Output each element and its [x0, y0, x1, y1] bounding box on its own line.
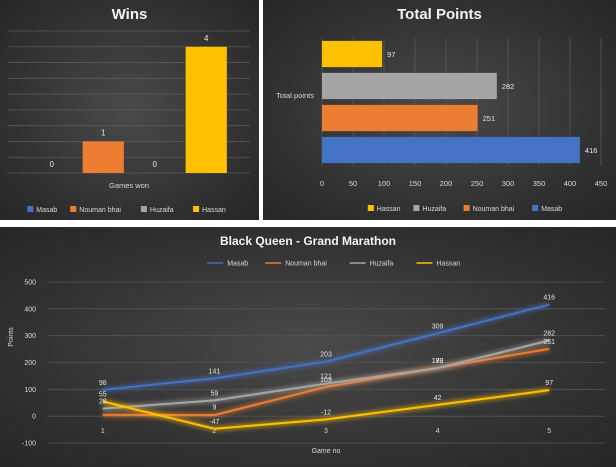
marathon-legend-label-masab: Masab	[227, 261, 248, 268]
total-points-chart-title: Total Points	[397, 6, 482, 23]
wins-bar-nouman-bhai	[82, 141, 124, 173]
marathon-x-tick-label: 2	[212, 428, 216, 435]
points-bar-masab	[322, 136, 580, 164]
marathon-legend-label-hassan: Hassan	[436, 261, 460, 268]
points-bar-nouman-bhai	[322, 104, 478, 132]
points-legend-label-masab: Masab	[541, 206, 562, 213]
wins-data-label-huzaifa: 0	[153, 160, 158, 169]
wins-legend-label-masab: Masab	[36, 207, 57, 214]
marathon-y-tick-label: 400	[24, 306, 36, 313]
marathon-line-nouman-bhai	[102, 347, 550, 417]
marathon-data-label-masab: 203	[320, 352, 332, 359]
points-legend-swatch-masab	[532, 205, 539, 211]
points-legend-label-huzaifa: Huzaifa	[422, 206, 446, 213]
marathon-data-label-masab: 416	[543, 295, 555, 302]
points-x-tick-label: 450	[595, 179, 608, 188]
marathon-line-masab	[102, 303, 550, 391]
wins-legend-label-nouman-bhai: Nouman bhai	[79, 207, 121, 214]
wins-chart: 0 1 0 4 Games won Masab Nouman bhai Huzaifa Hass…	[8, 30, 250, 214]
marathon-x-tick-label: 5	[547, 428, 551, 435]
points-legend-label-nouman-bhai: Nouman bhai	[473, 206, 515, 213]
wins-chart-title: Wins	[111, 6, 148, 23]
marathon-data-label-hassan: -47	[209, 419, 219, 426]
total-points-chart-panel: Total Points 0 50 100 150 200 250 300 350 400 450…	[263, 0, 616, 220]
marathon-chart: -100 0 100 200 300 400 500 1 2 3 4 5 Game no Points 98…	[8, 261, 605, 455]
wins-data-label-nouman-bhai: 1	[101, 128, 106, 137]
wins-legend-swatch-huzaifa	[140, 206, 147, 212]
points-x-tick-label: 50	[349, 179, 357, 188]
marathon-y-tick-label: 100	[24, 387, 36, 394]
points-x-tick-label: 300	[502, 179, 515, 188]
wins-legend-label-huzaifa: Huzaifa	[150, 207, 174, 214]
points-x-tick-label: 200	[440, 179, 453, 188]
marathon-y-tick-label: 200	[24, 360, 36, 367]
marathon-y-tick-label: -100	[22, 441, 36, 448]
marathon-y-tick-label: 500	[24, 280, 36, 287]
wins-legend-swatch-masab	[27, 206, 34, 212]
marathon-data-label-nouman-bhai: 180	[432, 358, 444, 365]
marathon-y-axis-title: Points	[8, 327, 15, 347]
wins-data-label-masab: 0	[50, 160, 55, 169]
points-bar-huzaifa	[322, 72, 497, 100]
marathon-x-axis-title: Game no	[312, 448, 341, 455]
points-category-label: Total points	[276, 91, 314, 100]
wins-legend-swatch-nouman-bhai	[70, 206, 77, 212]
marathon-data-label-nouman-bhai: 109	[320, 377, 332, 384]
wins-bar-hassan	[185, 46, 227, 173]
wins-category-label: Games won	[109, 181, 149, 190]
marathon-legend-label-nouman-bhai: Nouman bhai	[285, 261, 327, 268]
points-x-tick-label: 400	[564, 179, 577, 188]
points-legend-swatch-huzaifa	[413, 205, 420, 211]
marathon-data-label-hassan: 42	[434, 395, 442, 402]
marathon-y-tick-label: 300	[24, 333, 36, 340]
marathon-line-huzaifa	[102, 339, 550, 410]
points-x-tick-label: 250	[471, 179, 484, 188]
points-data-label-hassan: 97	[387, 50, 395, 59]
marathon-data-label-masab: 98	[99, 380, 107, 387]
wins-legend-label-hassan: Hassan	[202, 207, 226, 214]
marathon-data-label-huzaifa: 282	[543, 330, 555, 337]
points-bar-hassan	[322, 40, 383, 68]
marathon-chart-title: Black Queen - Grand Marathon	[219, 234, 397, 248]
marathon-data-label-huzaifa: 28	[99, 399, 107, 406]
points-data-label-huzaifa: 282	[502, 82, 515, 91]
marathon-x-tick-label: 3	[324, 428, 328, 435]
points-x-tick-label: 350	[533, 179, 546, 188]
marathon-x-tick-label: 1	[101, 428, 105, 435]
wins-data-label-hassan: 4	[204, 34, 209, 43]
marathon-data-label-hassan: 97	[545, 380, 553, 387]
points-data-label-nouman-bhai: 251	[483, 114, 496, 123]
marathon-y-tick-label: 0	[32, 414, 36, 421]
total-points-chart: 0 50 100 150 200 250 300 350 400 450 97 282 251 416 To…	[276, 38, 608, 213]
marathon-data-label-nouman-bhai: 251	[543, 339, 555, 346]
marathon-data-label-huzaifa: 179	[432, 358, 444, 365]
points-x-tick-label: 100	[378, 179, 391, 188]
points-data-label-masab: 416	[585, 146, 598, 155]
points-x-tick-label: 150	[409, 179, 422, 188]
marathon-data-label-hassan: 55	[99, 391, 107, 398]
marathon-line-hassan	[102, 389, 550, 430]
marathon-legend-label-huzaifa: Huzaifa	[370, 261, 394, 268]
wins-chart-panel: Wins 0 1 0 4 Games won Masab Nouman bhai Huzaif…	[0, 0, 259, 220]
points-legend-label-hassan: Hassan	[377, 206, 401, 213]
points-x-tick-label: 0	[320, 179, 324, 188]
marathon-data-label-huzaifa: 121	[320, 374, 332, 381]
wins-legend-swatch-hassan	[193, 206, 200, 212]
marathon-data-label-masab: 309	[432, 323, 444, 330]
marathon-x-tick-label: 4	[436, 428, 440, 435]
marathon-data-label-hassan: -12	[321, 409, 331, 416]
marathon-extra-data-label: 9	[212, 405, 216, 412]
points-legend-swatch-hassan	[367, 205, 374, 211]
marathon-data-label-masab: 141	[209, 368, 221, 375]
marathon-data-label-huzaifa: 59	[211, 390, 219, 397]
points-legend-swatch-nouman-bhai	[463, 205, 470, 211]
marathon-chart-panel: Black Queen - Grand Marathon -100 0 100 200…	[0, 227, 616, 467]
